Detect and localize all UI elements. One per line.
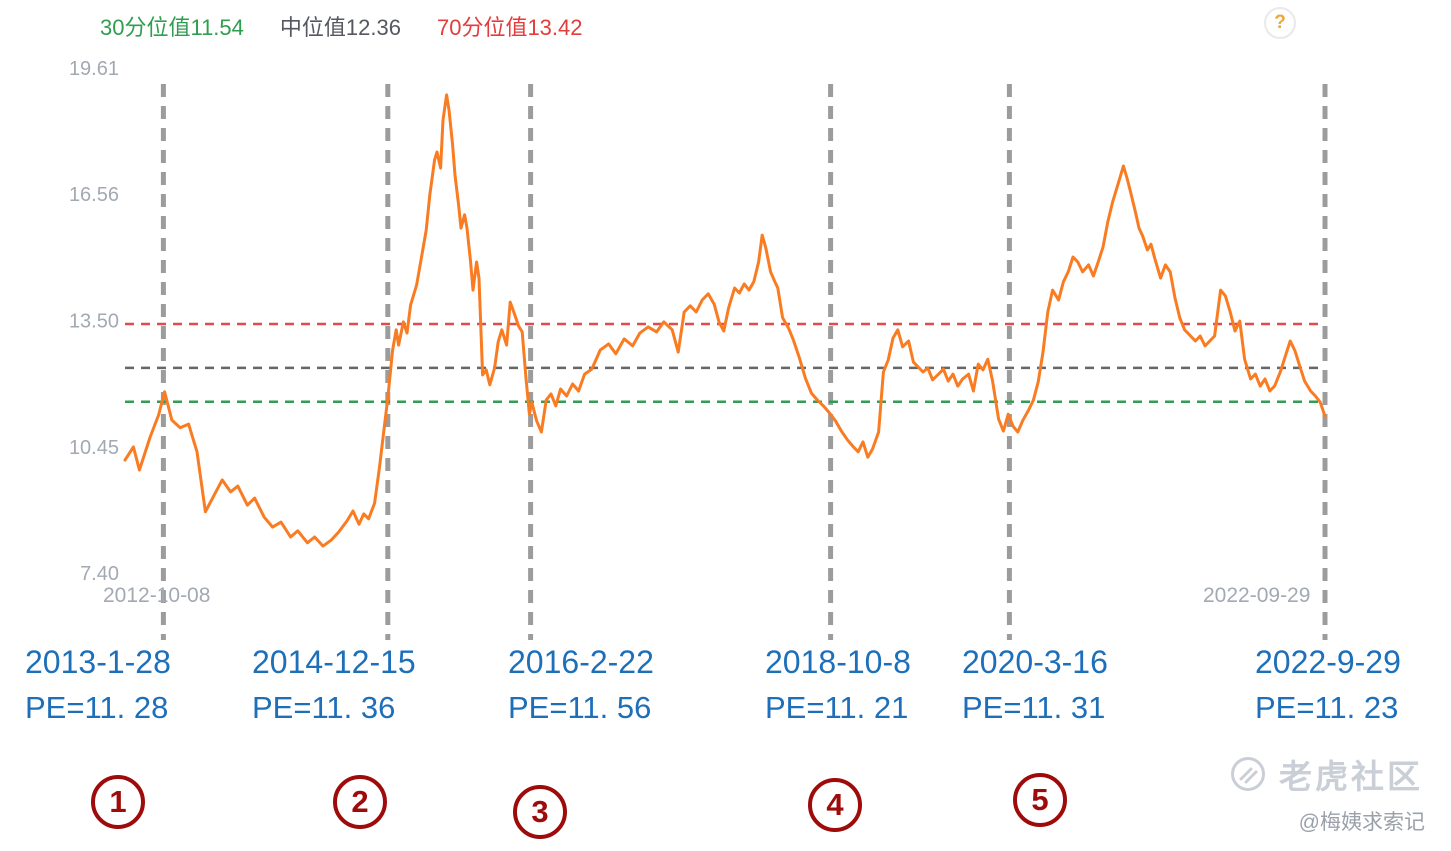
- marker-date: 2018-10-8: [765, 644, 911, 680]
- marker-annotation-1: 2013-1-28 PE=11. 28: [25, 646, 171, 723]
- marker-annotation-2: 2014-12-15 PE=11. 36: [252, 646, 416, 723]
- svg-text:19.61: 19.61: [69, 58, 119, 80]
- x-axis-start-date: 2012-10-08: [103, 584, 211, 607]
- marker-number-badge-2: 2: [333, 775, 387, 829]
- marker-date: 2022-9-29: [1255, 644, 1401, 680]
- watermark-brand: 老虎社区: [1229, 750, 1423, 798]
- marker-pe: PE=11. 36: [252, 690, 396, 725]
- marker-annotation-3: 2016-2-22 PE=11. 56: [508, 646, 654, 723]
- x-axis-end-date: 2022-09-29: [1203, 584, 1311, 607]
- marker-date: 2014-12-15: [252, 644, 416, 680]
- marker-pe: PE=11. 31: [962, 690, 1106, 725]
- marker-date: 2020-3-16: [962, 644, 1108, 680]
- marker-number-badge-1: 1: [91, 775, 145, 829]
- marker-number-badge-3: 3: [513, 785, 567, 839]
- marker-number-badge-4: 4: [808, 778, 862, 832]
- watermark-brand-text: 老虎社区: [1279, 758, 1423, 795]
- legend: 30分位值11.54 中位值12.36 70分位值13.42: [100, 10, 583, 42]
- marker-date: 2013-1-28: [25, 644, 171, 680]
- legend-median-label: 中位值12.36: [279, 15, 401, 40]
- marker-pe: PE=11. 56: [508, 690, 652, 725]
- svg-text:7.40: 7.40: [80, 563, 119, 585]
- svg-text:16.56: 16.56: [69, 184, 119, 206]
- marker-pe: PE=11. 28: [25, 690, 169, 725]
- marker-date: 2016-2-22: [508, 644, 654, 680]
- legend-p70-label: 70分位值13.42: [436, 15, 583, 40]
- marker-number-badge-5: 5: [1013, 773, 1067, 827]
- watermark-handle: @梅姨求索记: [1298, 811, 1425, 834]
- marker-annotation-4: 2018-10-8 PE=11. 21: [765, 646, 911, 723]
- marker-annotation-6: 2022-9-29 PE=11. 23: [1255, 646, 1401, 723]
- tiger-community-logo-icon: [1231, 757, 1265, 791]
- marker-pe: PE=11. 23: [1255, 690, 1399, 725]
- marker-pe: PE=11. 21: [765, 690, 909, 725]
- legend-p30-label: 30分位值11.54: [100, 15, 244, 40]
- help-icon[interactable]: ?: [1264, 7, 1296, 39]
- svg-text:13.50: 13.50: [69, 311, 119, 333]
- marker-annotation-5: 2020-3-16 PE=11. 31: [962, 646, 1108, 723]
- help-glyph: ?: [1274, 12, 1286, 33]
- svg-text:10.45: 10.45: [69, 437, 119, 459]
